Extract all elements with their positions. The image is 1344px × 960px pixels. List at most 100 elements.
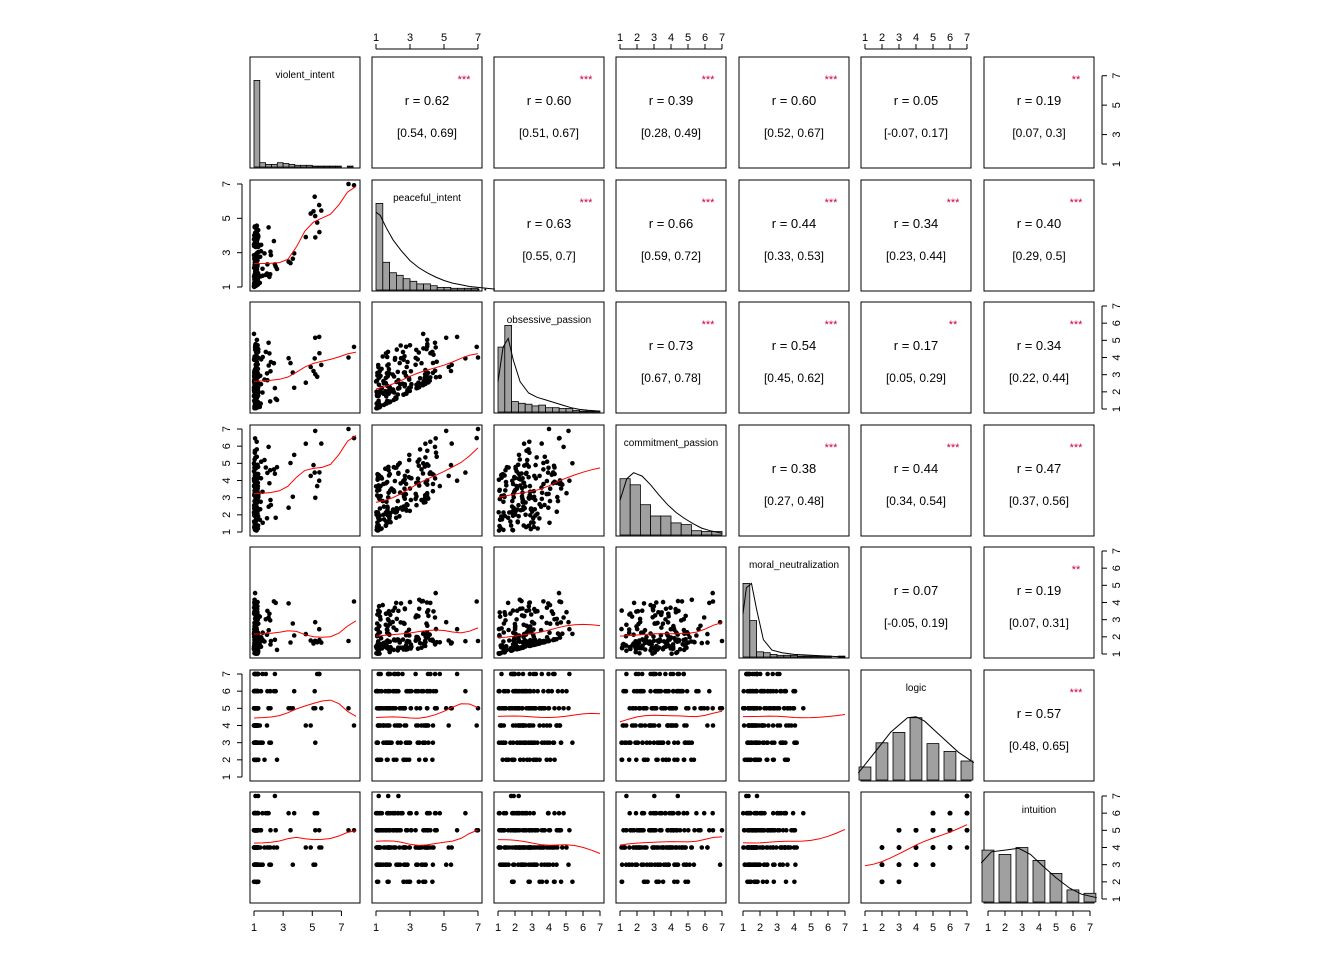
scatter-point — [351, 599, 357, 604]
panel-4-0 — [249, 546, 361, 659]
scatter-point — [684, 810, 690, 816]
panel-2-1 — [371, 301, 483, 414]
scatter-point — [653, 645, 658, 650]
scatter-point — [775, 810, 780, 816]
scatter-point — [558, 879, 564, 885]
scatter-point — [521, 757, 526, 763]
scatter-point — [508, 793, 514, 799]
scatter-point — [432, 615, 438, 620]
scatter-point — [652, 793, 657, 799]
scatter-point — [504, 647, 510, 653]
right-tick-label: 2 — [1111, 634, 1123, 640]
scatter-point — [526, 723, 532, 728]
panel-frame — [615, 424, 727, 537]
scatter-point — [402, 473, 408, 479]
scatter-point — [265, 688, 270, 694]
scatter-point — [524, 608, 529, 614]
scatter-point — [896, 879, 902, 885]
scatter-point — [252, 527, 258, 533]
scatter-point — [251, 243, 257, 249]
panel-6-0 — [249, 791, 361, 904]
scatter-point — [511, 879, 516, 885]
scatter-point — [376, 723, 382, 728]
scatter-point — [504, 483, 509, 488]
scatter-point — [252, 740, 258, 745]
panel-1-5: *** r = 0.34 [0.23, 0.44] — [860, 179, 972, 292]
scatter-point — [671, 810, 676, 816]
confidence-interval: [0.07, 0.31] — [1009, 616, 1069, 630]
scatter-point — [539, 496, 545, 502]
scatter-point — [419, 723, 424, 728]
scatter-point — [761, 740, 767, 745]
density-curve — [497, 337, 601, 412]
scatter-point — [432, 671, 438, 677]
panel-frame — [738, 424, 850, 537]
histogram-bar — [909, 717, 923, 781]
histogram-bar — [375, 202, 384, 291]
scatter-point — [770, 862, 776, 867]
scatter-point — [474, 435, 480, 441]
scatter-point — [753, 862, 758, 867]
scatter-point — [448, 641, 454, 646]
scatter-point — [542, 502, 547, 508]
scatter-point — [699, 640, 705, 646]
scatter-point — [546, 810, 551, 816]
scatter-point — [267, 618, 273, 623]
histogram-bar — [443, 286, 452, 291]
scatter-point — [291, 810, 297, 816]
scatter-point — [258, 862, 264, 867]
scatter-point — [619, 645, 625, 651]
scatter-point — [685, 879, 691, 885]
scatter-point — [631, 600, 637, 606]
right-tick-label: 3 — [1111, 372, 1123, 378]
right-tick-label: 7 — [1111, 303, 1123, 309]
scatter-point — [308, 638, 314, 643]
scatter-point — [547, 621, 553, 626]
scatter-point — [656, 723, 662, 728]
top-tick-label: 2 — [634, 32, 640, 44]
scatter-point — [425, 671, 431, 677]
scatter-point — [754, 757, 759, 763]
scatter-point — [262, 251, 267, 256]
scatter-point — [260, 390, 265, 395]
scatter-point — [430, 862, 436, 867]
scatter-point — [319, 441, 324, 446]
scatter-point — [772, 706, 777, 711]
panel-6-4 — [738, 791, 850, 904]
scatter-point — [474, 723, 480, 728]
scatter-point — [541, 845, 546, 850]
scatter-point — [433, 810, 439, 816]
scatter-point — [415, 476, 421, 482]
scatter-point — [351, 435, 357, 441]
scatter-point — [719, 828, 725, 833]
confidence-interval: [0.51, 0.67] — [519, 126, 579, 140]
scatter-point — [430, 349, 435, 355]
scatter-point — [679, 599, 685, 604]
right-tick-label: 6 — [1111, 565, 1123, 571]
bottom-tick-label: 1 — [373, 922, 379, 934]
bottom-tick-label: 6 — [702, 922, 708, 934]
scatter-point — [518, 862, 523, 867]
scatter-point — [312, 688, 318, 694]
scatter-point — [552, 810, 557, 816]
scatter-point — [570, 740, 575, 745]
panel-2-2: obsessive_passion — [493, 301, 605, 414]
scatter-point — [626, 740, 632, 745]
scatter-point — [619, 879, 625, 885]
panel-5-5: logic — [857, 669, 975, 782]
scatter-point — [430, 370, 436, 376]
scatter-point — [537, 723, 542, 728]
scatter-point — [633, 671, 639, 677]
scatter-point — [389, 740, 394, 745]
scatter-point — [783, 879, 789, 885]
scatter-point — [668, 605, 673, 610]
panel-frame — [615, 791, 727, 904]
scatter-point — [397, 706, 403, 711]
scatter-point — [684, 862, 689, 867]
scatter-point — [570, 461, 575, 466]
histogram-bar — [463, 287, 472, 291]
scatter-point — [416, 606, 422, 612]
scatter-point — [654, 879, 659, 885]
scatter-point — [648, 688, 653, 694]
scatter-point — [377, 845, 382, 850]
